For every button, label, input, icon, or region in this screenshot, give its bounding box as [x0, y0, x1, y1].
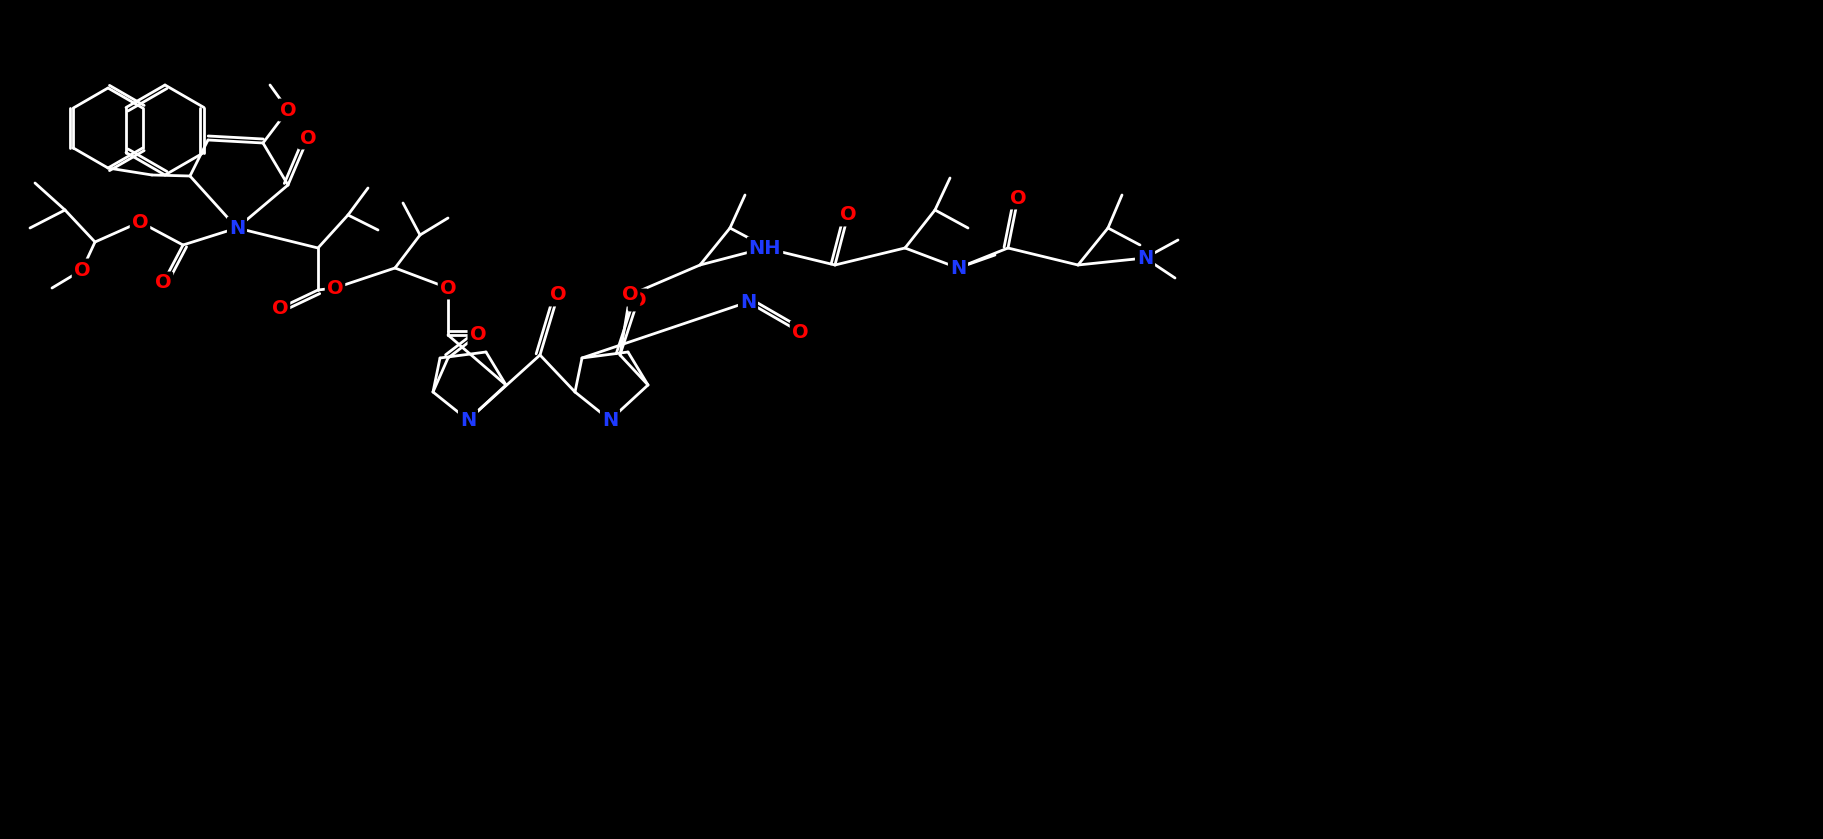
Text: O: O — [470, 326, 487, 345]
Text: O: O — [279, 101, 297, 119]
Text: O: O — [272, 299, 288, 317]
Text: NH: NH — [749, 238, 782, 258]
Text: O: O — [470, 326, 487, 345]
Text: O: O — [629, 290, 647, 310]
Text: O: O — [155, 274, 171, 293]
Text: N: N — [740, 293, 757, 311]
Text: O: O — [73, 260, 91, 279]
Text: O: O — [439, 279, 456, 298]
Text: O: O — [791, 322, 808, 341]
Text: O: O — [840, 206, 857, 225]
Text: O: O — [131, 212, 148, 232]
Text: N: N — [1138, 248, 1154, 268]
Text: N: N — [950, 258, 966, 278]
Text: N: N — [602, 410, 618, 430]
Text: O: O — [551, 285, 567, 305]
Text: O: O — [622, 285, 638, 305]
Text: N: N — [459, 410, 476, 430]
Text: O: O — [299, 128, 317, 148]
Text: N: N — [230, 218, 244, 237]
Text: O: O — [1010, 189, 1026, 207]
Text: O: O — [326, 279, 343, 298]
